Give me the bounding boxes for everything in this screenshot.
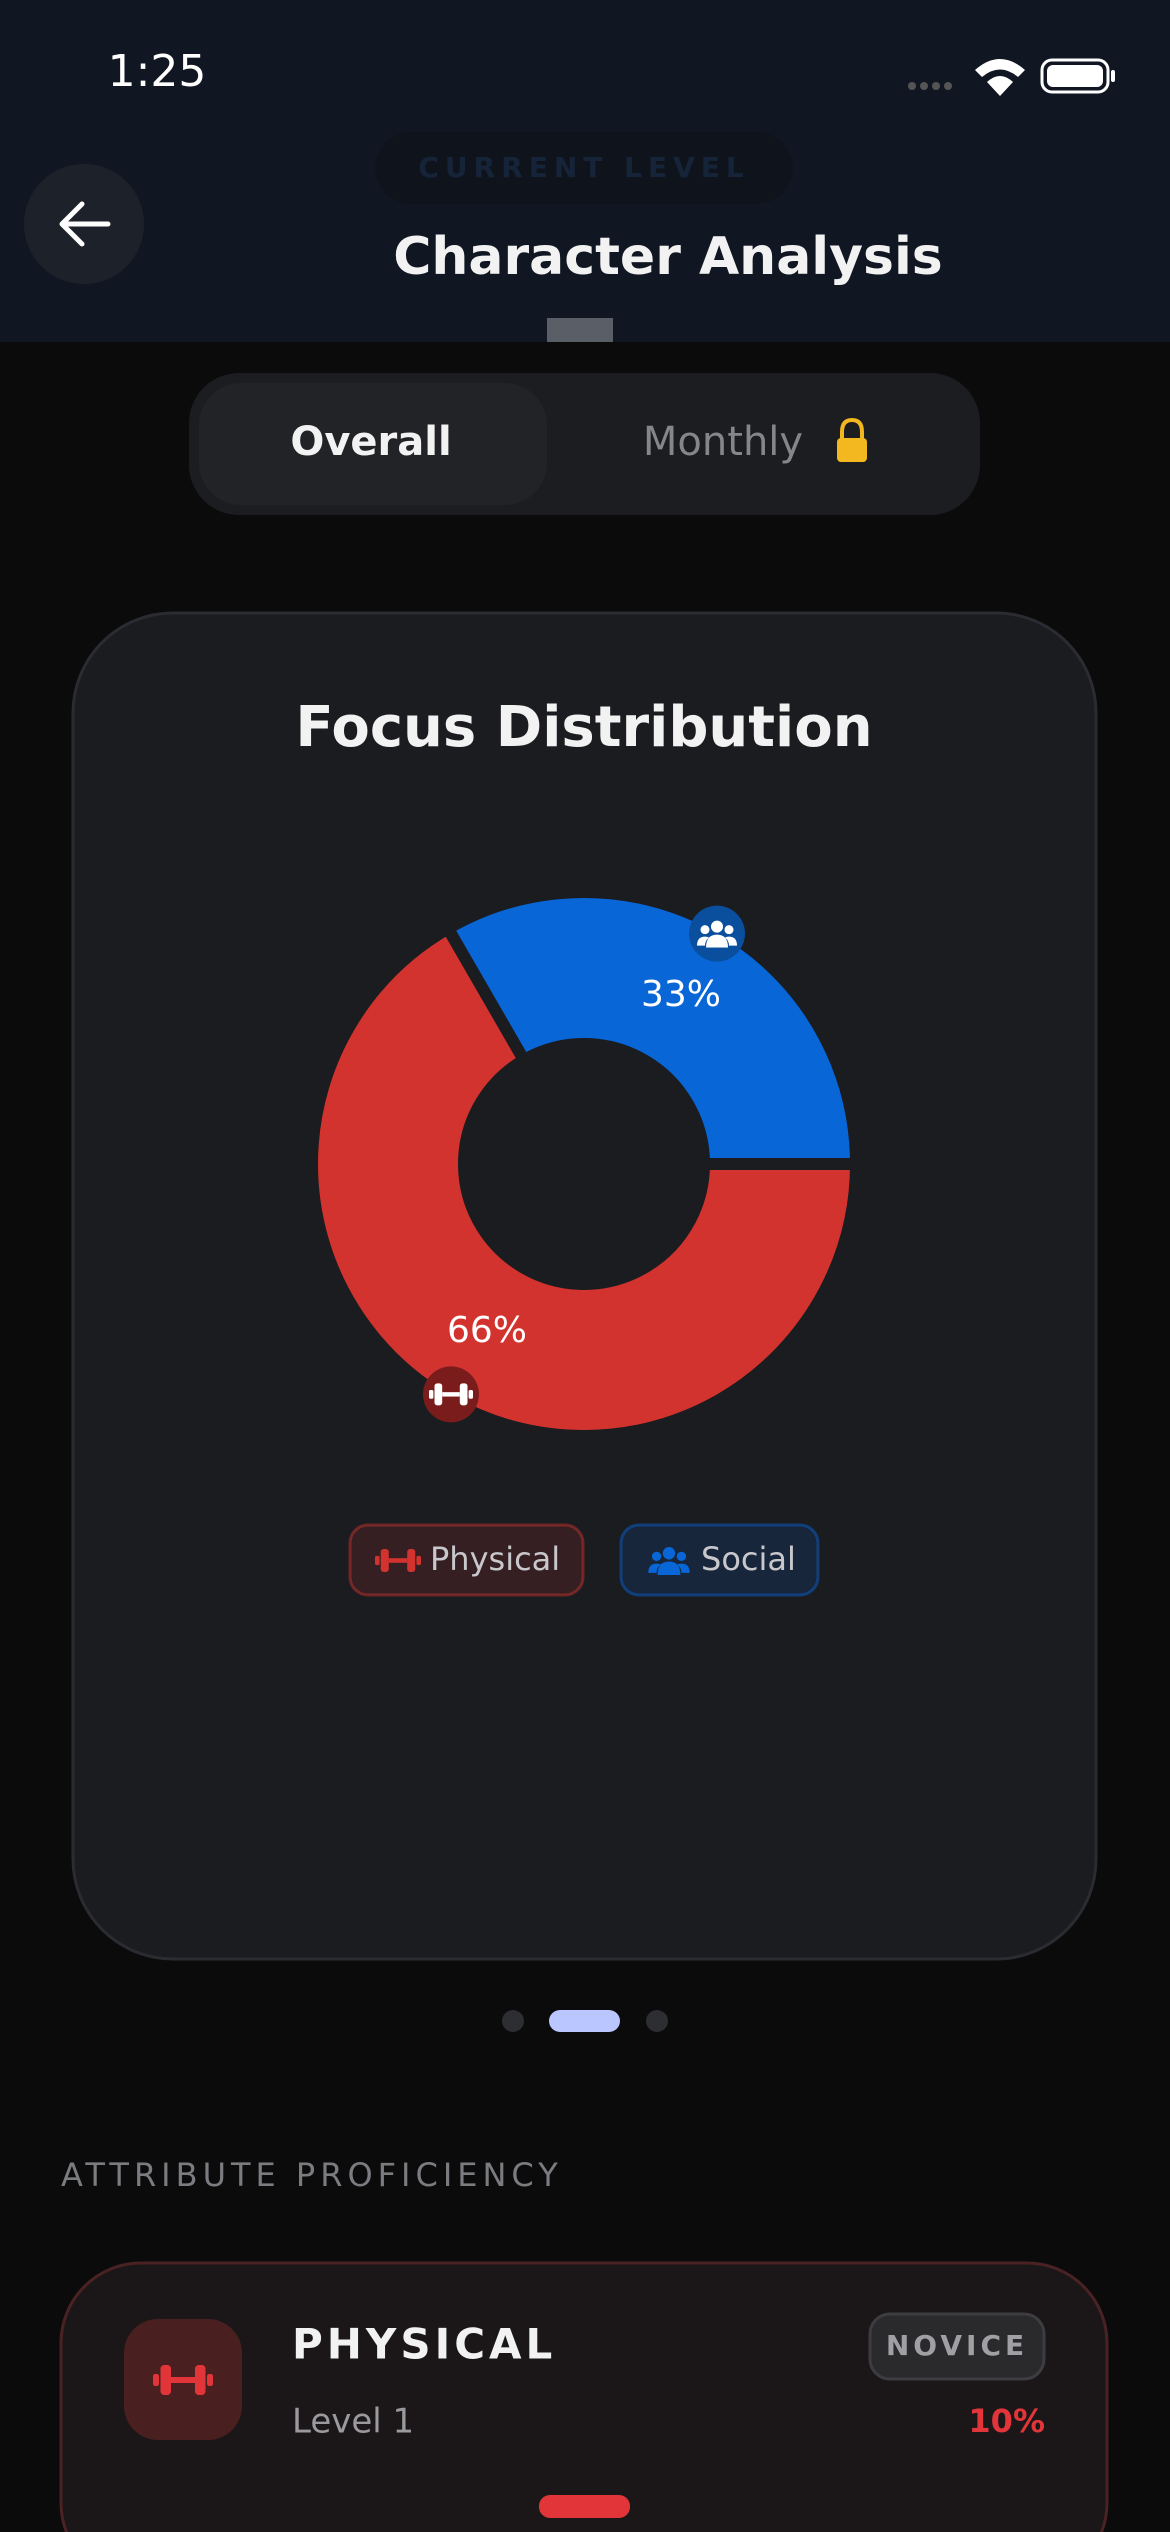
donut-slice	[306, 920, 863, 1442]
attribute-percent: 10%	[968, 2402, 1045, 2440]
pager-dot[interactable]	[646, 2010, 668, 2032]
donut-slice	[439, 886, 863, 1170]
faded-pill	[375, 132, 793, 204]
header-title: Character Analysis	[393, 227, 943, 287]
donut-chart: 66% 33%	[306, 886, 863, 1442]
legend-label: Physical	[430, 1540, 560, 1578]
tab[interactable]: Overall	[290, 419, 451, 465]
attribute-name: PHYSICAL	[292, 2320, 556, 2369]
back-arrow	[59, 201, 111, 247]
rank-badge	[868, 2312, 1046, 2381]
attribute-level: Level 1	[292, 2402, 414, 2442]
lock-icon	[837, 417, 867, 462]
legend-label: Social	[701, 1540, 796, 1578]
handle	[547, 318, 613, 342]
chart-title: Focus Distribution	[295, 695, 872, 760]
slice-icon-bg	[689, 905, 745, 962]
status-time: 1:25	[108, 46, 207, 97]
progress-indicator	[539, 2495, 630, 2518]
pager-dot-active[interactable]	[549, 2010, 620, 2032]
section-title: ATTRIBUTE PROFICIENCY	[61, 2156, 563, 2194]
status-icons	[908, 58, 1115, 96]
legend: Physical Social	[348, 1523, 820, 1597]
rank-label: NOVICE	[886, 2329, 1028, 2362]
slice-label: 33%	[641, 974, 721, 1015]
slice-label: 66%	[447, 1310, 527, 1351]
tab[interactable]: Monthly	[643, 419, 803, 465]
pager-dot[interactable]	[502, 2010, 524, 2032]
tab-active-bg	[199, 383, 547, 505]
faded-label: CURRENT LEVEL	[418, 151, 749, 184]
legend-item	[619, 1523, 820, 1597]
attribute-card[interactable]	[59, 2261, 1109, 2532]
legend-item	[348, 1523, 585, 1597]
